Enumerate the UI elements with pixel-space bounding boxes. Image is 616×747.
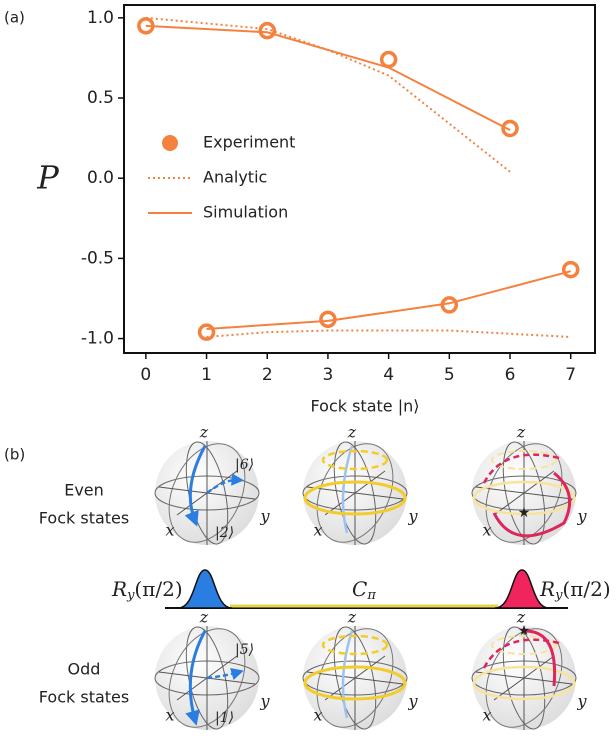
precession <box>321 449 389 471</box>
y-axis-label: P <box>36 159 59 197</box>
meridian <box>502 441 546 545</box>
axis-label: x <box>482 521 491 540</box>
axis-label: x <box>482 706 491 725</box>
x-tick-label: 0 <box>140 365 151 385</box>
axis-label: y <box>576 507 587 526</box>
x-tick-label: 3 <box>323 365 334 385</box>
meridian <box>485 443 563 543</box>
legend-label: Analytic <box>203 168 267 187</box>
precession <box>491 450 557 470</box>
meridian <box>168 628 246 728</box>
axis-label: z <box>199 423 209 442</box>
y-tick-label: 1.0 <box>87 8 114 28</box>
series-line <box>206 329 571 338</box>
state-path <box>185 630 207 726</box>
state-label: |5⟩ <box>235 642 254 658</box>
axis-label: x <box>313 706 322 725</box>
y-tick-label: 0.5 <box>87 88 114 108</box>
precession <box>472 480 576 516</box>
data-point <box>561 260 580 279</box>
axis-label: z <box>347 423 357 442</box>
axis <box>475 671 573 685</box>
data-point <box>258 21 276 40</box>
axis <box>475 486 573 500</box>
row-label: Fock states <box>39 509 129 528</box>
panel-label: (b) <box>4 446 25 464</box>
legend-label: Experiment <box>203 133 295 152</box>
state-path <box>206 668 244 681</box>
meridian <box>333 626 377 730</box>
axis-label: x <box>165 521 174 540</box>
state-path <box>184 445 207 527</box>
state-label: |6⟩ <box>235 457 254 473</box>
axis-label: y <box>576 692 587 711</box>
x-tick-label: 7 <box>565 365 576 385</box>
legend-label: Simulation <box>203 203 288 222</box>
state-path <box>523 629 557 687</box>
x-tick-label: 6 <box>505 365 516 385</box>
state-path <box>341 630 354 719</box>
panel-label: (a) <box>4 9 25 27</box>
series-line <box>145 24 511 131</box>
meridian <box>333 441 377 545</box>
meridian <box>502 626 546 730</box>
x-tick-label: 2 <box>262 365 273 385</box>
meridian <box>485 628 563 728</box>
state-label: |2⟩ <box>215 525 234 541</box>
axis-label: x <box>165 706 174 725</box>
pulse-label: Ry(π/2) <box>111 577 183 603</box>
precession <box>303 480 407 516</box>
axis-label: y <box>259 692 270 711</box>
y-tick-label: -0.5 <box>81 248 114 268</box>
data-point <box>197 323 216 341</box>
star: ★ <box>518 623 531 639</box>
axis <box>306 671 404 685</box>
state-label: |1⟩ <box>215 710 234 726</box>
x-axis-label: Fock state |n⟩ <box>311 397 420 416</box>
x-tick-label: 4 <box>383 365 394 385</box>
pulse <box>177 569 233 609</box>
pulse-label: Ry(π/2) <box>539 577 611 603</box>
diagram: Ry(π/2) Cπ Ry(π/2) Even Fock states z x y |6⟩… <box>39 423 611 730</box>
axis <box>306 486 404 500</box>
row-label: Even <box>64 481 104 500</box>
state-path <box>482 638 560 669</box>
y-tick-label: -1.0 <box>81 329 114 349</box>
row-label: Odd <box>68 660 101 679</box>
data-point <box>379 50 398 69</box>
star: ★ <box>518 505 531 521</box>
pulse <box>494 569 550 609</box>
x-tick-label: 5 <box>444 365 455 385</box>
precession <box>303 665 407 701</box>
precession <box>472 665 576 701</box>
axis-label: y <box>407 692 418 711</box>
x-tick-label: 1 <box>201 365 212 385</box>
data-point <box>501 119 519 138</box>
plot-frame <box>123 4 596 354</box>
state-path <box>482 453 560 484</box>
y-tick-label: 0.0 <box>87 168 114 188</box>
meridian <box>316 628 394 728</box>
axis-label: z <box>516 423 526 442</box>
legend-marker <box>162 135 178 151</box>
precession <box>491 635 557 655</box>
state-path <box>492 471 572 538</box>
precession <box>321 634 389 656</box>
axis-label: x <box>313 521 322 540</box>
axis-label: y <box>259 507 270 526</box>
meridian <box>168 443 246 543</box>
state-path <box>206 473 244 494</box>
axis-label: z <box>347 608 357 627</box>
pulse-label: Cπ <box>352 577 376 603</box>
axis-label: z <box>199 608 209 627</box>
state-path <box>341 445 354 534</box>
meridian <box>316 443 394 543</box>
row-label: Fock states <box>39 688 129 707</box>
series-line <box>145 16 511 173</box>
axis-label: y <box>407 507 418 526</box>
axis-label: z <box>516 608 526 627</box>
series-line <box>206 270 571 330</box>
